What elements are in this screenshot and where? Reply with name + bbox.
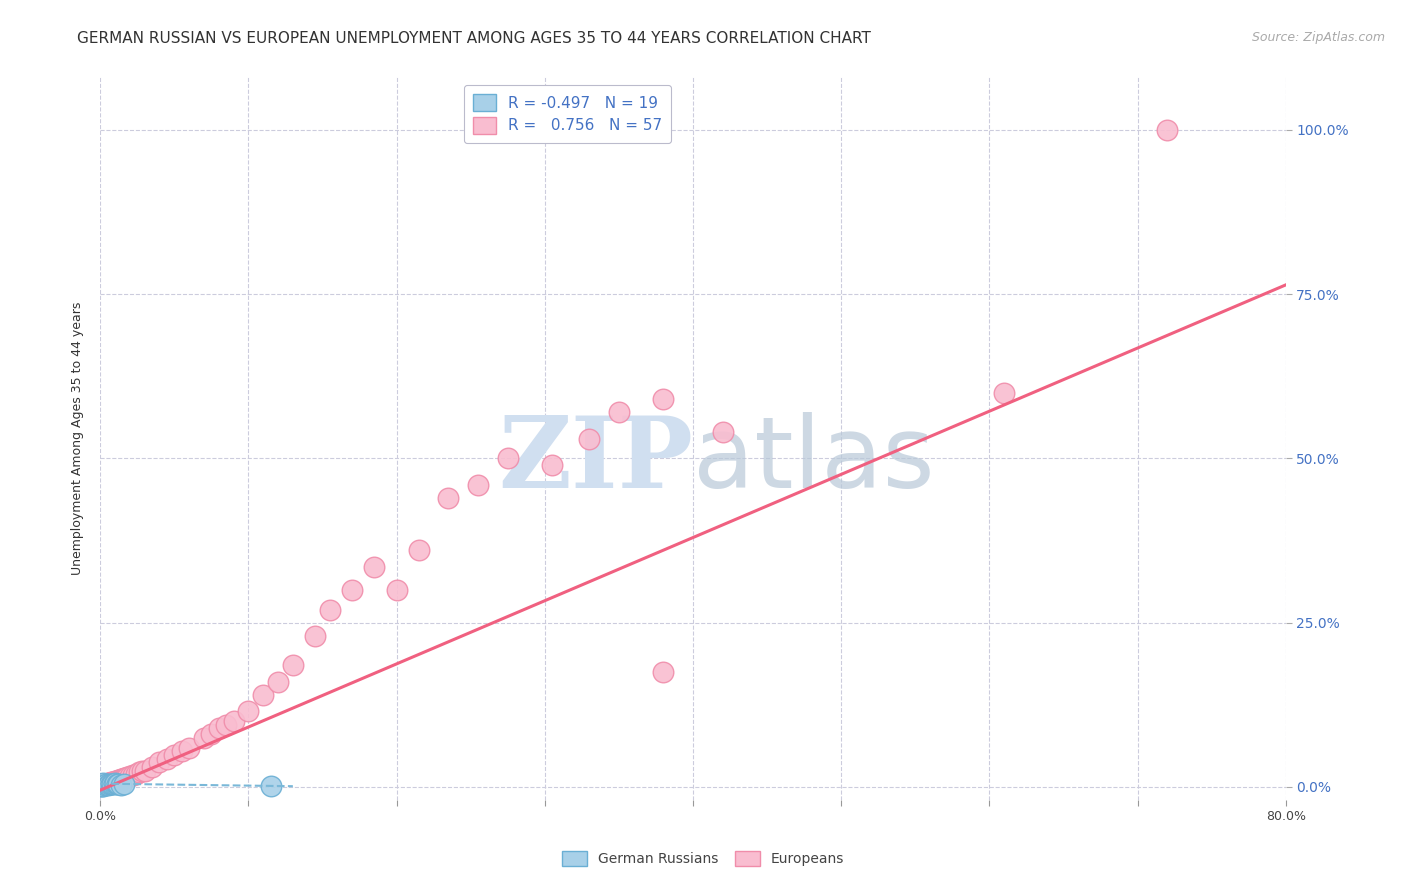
Point	[193, 731, 215, 745]
Point	[112, 777, 135, 791]
Point	[281, 658, 304, 673]
Point	[578, 432, 600, 446]
Legend: R = -0.497   N = 19, R =   0.756   N = 57: R = -0.497 N = 19, R = 0.756 N = 57	[464, 85, 671, 143]
Point	[98, 777, 121, 791]
Point	[93, 778, 115, 792]
Point	[128, 765, 150, 780]
Point	[385, 582, 408, 597]
Point	[652, 392, 675, 407]
Point	[652, 665, 675, 679]
Point	[103, 777, 125, 791]
Point	[104, 776, 127, 790]
Point	[115, 770, 138, 784]
Point	[91, 779, 114, 793]
Point	[93, 777, 115, 791]
Point	[267, 674, 290, 689]
Point	[1156, 123, 1178, 137]
Point	[340, 582, 363, 597]
Point	[541, 458, 564, 472]
Point	[97, 778, 120, 792]
Point	[134, 764, 156, 778]
Point	[170, 744, 193, 758]
Point	[467, 477, 489, 491]
Point	[114, 771, 136, 785]
Point	[711, 425, 734, 440]
Point	[105, 774, 128, 789]
Point	[110, 772, 132, 786]
Text: atlas: atlas	[693, 412, 935, 509]
Point	[156, 752, 179, 766]
Point	[259, 779, 281, 793]
Point	[105, 777, 128, 791]
Point	[304, 629, 326, 643]
Point	[91, 776, 114, 790]
Point	[437, 491, 460, 505]
Point	[90, 778, 112, 792]
Point	[89, 777, 111, 791]
Point	[238, 705, 260, 719]
Point	[90, 779, 112, 793]
Point	[94, 777, 117, 791]
Point	[90, 777, 112, 791]
Point	[100, 775, 122, 789]
Text: GERMAN RUSSIAN VS EUROPEAN UNEMPLOYMENT AMONG AGES 35 TO 44 YEARS CORRELATION CH: GERMAN RUSSIAN VS EUROPEAN UNEMPLOYMENT …	[77, 31, 872, 46]
Point	[363, 559, 385, 574]
Point	[91, 777, 114, 791]
Point	[89, 779, 111, 793]
Point	[118, 769, 141, 783]
Point	[496, 451, 519, 466]
Point	[107, 777, 129, 791]
Point	[252, 688, 274, 702]
Point	[97, 776, 120, 790]
Point	[993, 385, 1015, 400]
Point	[408, 543, 430, 558]
Point	[148, 755, 170, 769]
Point	[121, 768, 143, 782]
Point	[607, 405, 630, 419]
Point	[100, 777, 122, 791]
Point	[200, 727, 222, 741]
Point	[125, 766, 148, 780]
Point	[101, 777, 124, 791]
Point	[110, 778, 132, 792]
Point	[108, 773, 131, 788]
Point	[107, 773, 129, 788]
Point	[131, 764, 153, 779]
Point	[111, 772, 134, 786]
Text: ZIP: ZIP	[498, 412, 693, 509]
Point	[222, 714, 245, 729]
Y-axis label: Unemployment Among Ages 35 to 44 years: Unemployment Among Ages 35 to 44 years	[72, 302, 84, 575]
Point	[319, 602, 342, 616]
Point	[208, 721, 231, 735]
Point	[179, 740, 201, 755]
Point	[104, 774, 127, 789]
Point	[215, 717, 238, 731]
Point	[163, 748, 186, 763]
Text: Source: ZipAtlas.com: Source: ZipAtlas.com	[1251, 31, 1385, 45]
Point	[101, 774, 124, 789]
Point	[141, 760, 163, 774]
Point	[94, 777, 117, 791]
Point	[112, 772, 135, 786]
Point	[98, 776, 121, 790]
Legend: German Russians, Europeans: German Russians, Europeans	[557, 846, 849, 871]
Point	[89, 778, 111, 792]
Point	[103, 774, 125, 789]
